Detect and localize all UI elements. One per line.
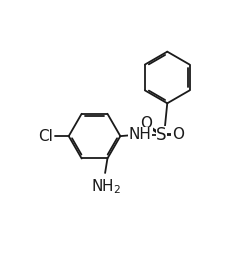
Text: NH: NH [129,127,152,142]
Text: Cl: Cl [39,128,54,144]
Text: NH$_2$: NH$_2$ [91,177,121,196]
Text: O: O [172,127,184,142]
Text: O: O [140,116,152,131]
Text: S: S [156,126,167,144]
